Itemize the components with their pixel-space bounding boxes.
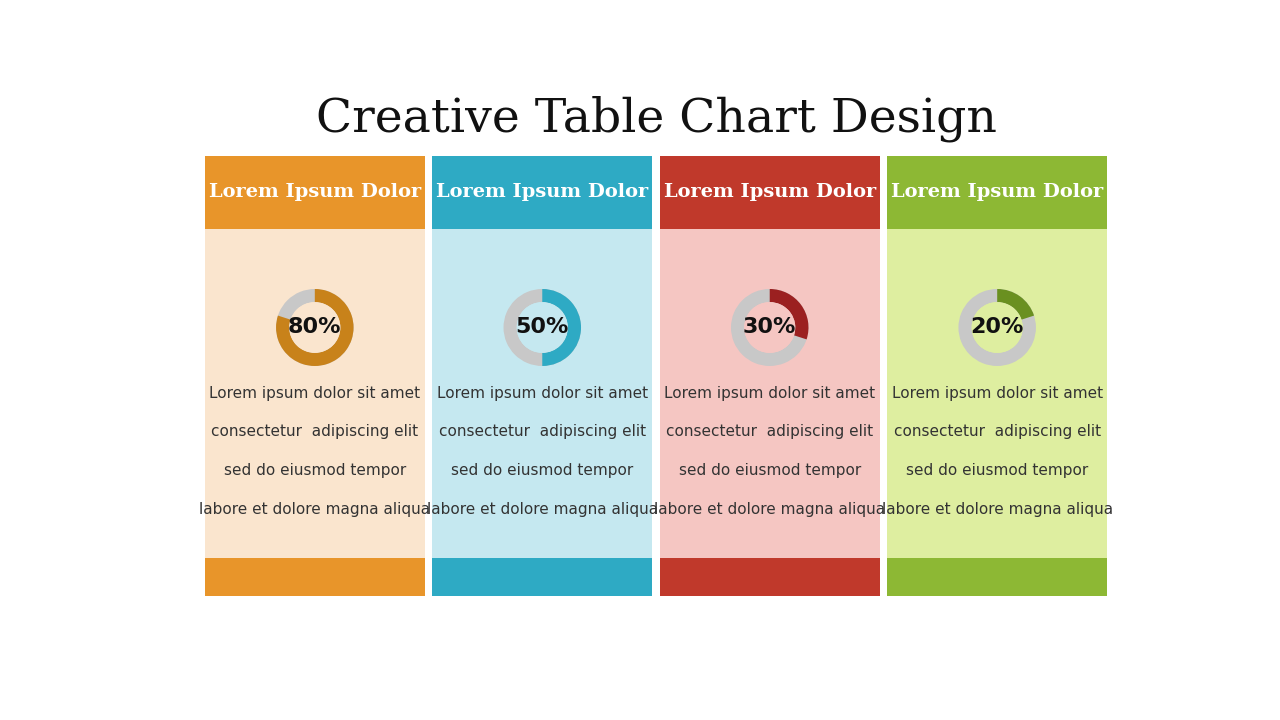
Text: 30%: 30% xyxy=(744,318,796,338)
Text: Lorem Ipsum Dolor: Lorem Ipsum Dolor xyxy=(663,184,876,202)
Circle shape xyxy=(745,303,795,352)
Wedge shape xyxy=(959,289,1036,366)
FancyBboxPatch shape xyxy=(433,557,652,596)
FancyBboxPatch shape xyxy=(433,229,652,557)
Wedge shape xyxy=(769,289,809,339)
Text: consectetur  adipiscing elit: consectetur adipiscing elit xyxy=(211,424,419,439)
FancyBboxPatch shape xyxy=(205,156,425,229)
Text: sed do eiusmod tempor: sed do eiusmod tempor xyxy=(678,463,861,478)
Text: 80%: 80% xyxy=(288,318,342,338)
Circle shape xyxy=(517,303,567,352)
FancyBboxPatch shape xyxy=(205,229,425,557)
FancyBboxPatch shape xyxy=(660,156,879,229)
Circle shape xyxy=(291,303,339,352)
Text: labore et dolore magna aliqua: labore et dolore magna aliqua xyxy=(654,502,886,517)
FancyBboxPatch shape xyxy=(887,156,1107,229)
Wedge shape xyxy=(503,289,581,366)
Text: 20%: 20% xyxy=(970,318,1024,338)
FancyBboxPatch shape xyxy=(433,156,652,229)
Text: Lorem Ipsum Dolor: Lorem Ipsum Dolor xyxy=(436,184,649,202)
Wedge shape xyxy=(276,289,353,366)
Circle shape xyxy=(973,303,1021,352)
Text: consectetur  adipiscing elit: consectetur adipiscing elit xyxy=(893,424,1101,439)
Wedge shape xyxy=(276,289,353,366)
Text: sed do eiusmod tempor: sed do eiusmod tempor xyxy=(906,463,1088,478)
Text: labore et dolore magna aliqua: labore et dolore magna aliqua xyxy=(426,502,658,517)
FancyBboxPatch shape xyxy=(660,557,879,596)
Text: consectetur  adipiscing elit: consectetur adipiscing elit xyxy=(666,424,873,439)
Text: labore et dolore magna aliqua: labore et dolore magna aliqua xyxy=(882,502,1112,517)
Wedge shape xyxy=(731,289,809,366)
Text: labore et dolore magna aliqua: labore et dolore magna aliqua xyxy=(200,502,430,517)
Text: Lorem Ipsum Dolor: Lorem Ipsum Dolor xyxy=(209,184,421,202)
Text: Lorem ipsum dolor sit amet: Lorem ipsum dolor sit amet xyxy=(892,386,1103,400)
Text: 50%: 50% xyxy=(516,318,568,338)
FancyBboxPatch shape xyxy=(660,229,879,557)
Text: consectetur  adipiscing elit: consectetur adipiscing elit xyxy=(439,424,646,439)
Text: Lorem Ipsum Dolor: Lorem Ipsum Dolor xyxy=(891,184,1103,202)
Text: sed do eiusmod tempor: sed do eiusmod tempor xyxy=(451,463,634,478)
Text: sed do eiusmod tempor: sed do eiusmod tempor xyxy=(224,463,406,478)
Text: Lorem ipsum dolor sit amet: Lorem ipsum dolor sit amet xyxy=(436,386,648,400)
Wedge shape xyxy=(543,289,581,366)
Wedge shape xyxy=(997,289,1034,320)
Text: Lorem ipsum dolor sit amet: Lorem ipsum dolor sit amet xyxy=(664,386,876,400)
FancyBboxPatch shape xyxy=(887,229,1107,557)
FancyBboxPatch shape xyxy=(887,557,1107,596)
Text: Lorem ipsum dolor sit amet: Lorem ipsum dolor sit amet xyxy=(209,386,420,400)
Text: Creative Table Chart Design: Creative Table Chart Design xyxy=(315,96,997,142)
FancyBboxPatch shape xyxy=(205,557,425,596)
